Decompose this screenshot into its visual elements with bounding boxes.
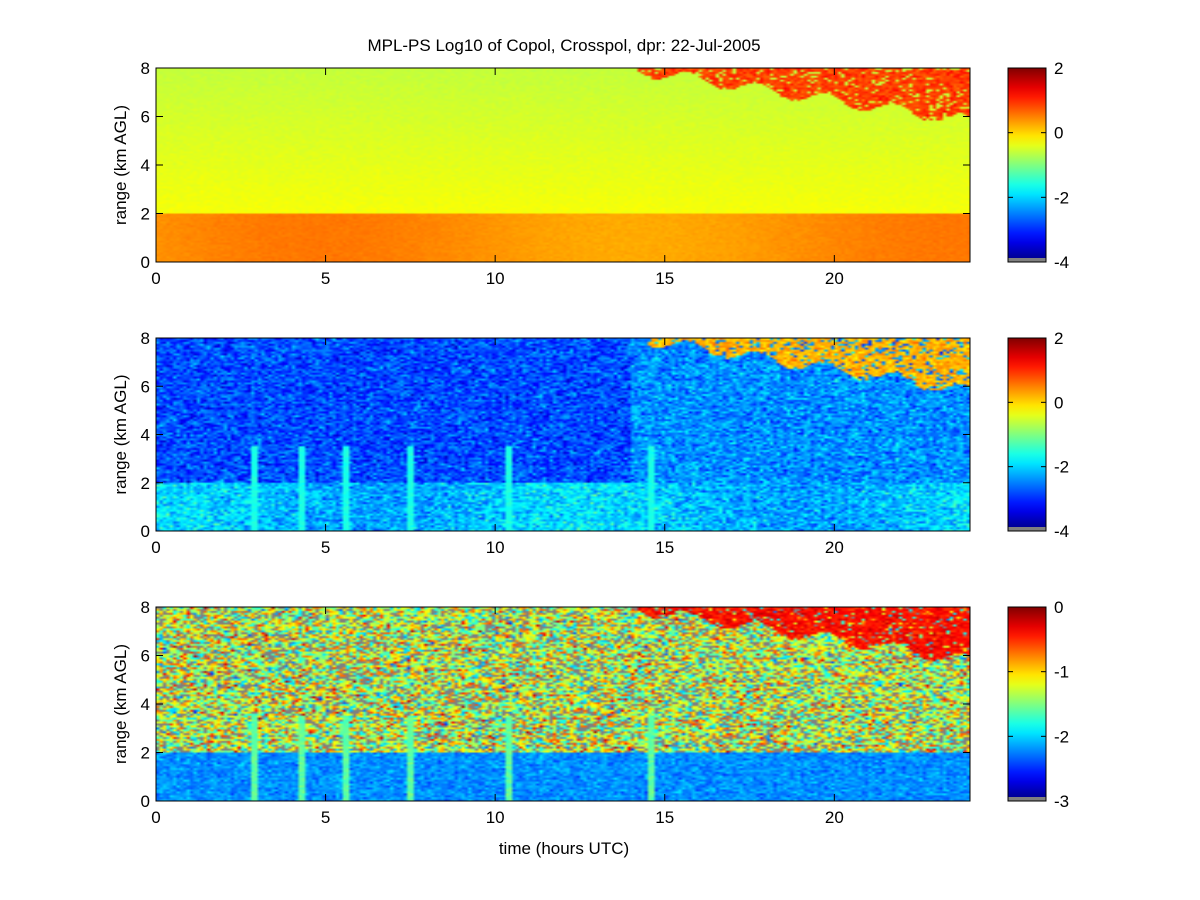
- y-tick-label-middle: 8: [141, 329, 150, 348]
- y-tick-label-bottom: 6: [141, 647, 150, 666]
- y-axis-label-middle: range (km AGL): [111, 375, 130, 495]
- x-tick-label-bottom: 20: [825, 808, 844, 827]
- figure-title: MPL-PS Log10 of Copol, Crosspol, dpr: 22…: [367, 36, 760, 55]
- y-tick-label-middle: 2: [141, 474, 150, 493]
- colorbar-missing-band-top: [1008, 258, 1046, 262]
- y-tick-label-top: 4: [141, 156, 150, 175]
- y-tick-label-top: 0: [141, 253, 150, 272]
- colorbar-frame-top: [1007, 67, 1047, 263]
- colorbar-missing-band-middle: [1008, 527, 1046, 531]
- y-tick-label-bottom: 8: [141, 598, 150, 617]
- colorbar-frame-middle: [1007, 337, 1047, 532]
- y-tick-label-middle: 0: [141, 522, 150, 541]
- x-axis-label: time (hours UTC): [499, 839, 629, 858]
- x-tick-label-top: 10: [486, 269, 505, 288]
- x-tick-label-top: 20: [825, 269, 844, 288]
- y-tick-label-bottom: 0: [141, 792, 150, 811]
- colorbar-tick-label-top: 0: [1054, 124, 1063, 143]
- x-tick-label-top: 15: [655, 269, 674, 288]
- x-tick-label-bottom: 0: [151, 808, 160, 827]
- colorbar-missing-band-bottom: [1008, 797, 1046, 801]
- colorbar-tick-label-middle: -2: [1054, 458, 1069, 477]
- colorbar-tick-label-top: -4: [1054, 253, 1069, 272]
- y-tick-label-middle: 6: [141, 377, 150, 396]
- x-tick-label-middle: 0: [151, 538, 160, 557]
- heatmap-top: [156, 68, 970, 262]
- y-tick-label-middle: 4: [141, 426, 150, 445]
- colorbar-tick-label-top: 2: [1054, 59, 1063, 78]
- y-axis-label-top: range (km AGL): [111, 105, 130, 225]
- y-tick-label-top: 8: [141, 59, 150, 78]
- x-tick-label-bottom: 15: [655, 808, 674, 827]
- colorbar-tick-label-middle: -4: [1054, 522, 1069, 541]
- colorbar-top: [1008, 68, 1046, 262]
- x-tick-label-middle: 10: [486, 538, 505, 557]
- colorbar-tick-label-middle: 0: [1054, 393, 1063, 412]
- colorbar-tick-label-bottom: -3: [1054, 792, 1069, 811]
- x-tick-label-bottom: 10: [486, 808, 505, 827]
- y-tick-label-top: 6: [141, 108, 150, 127]
- y-axis-label-bottom: range (km AGL): [111, 644, 130, 764]
- x-tick-label-bottom: 5: [321, 808, 330, 827]
- heatmap-middle: [156, 338, 970, 531]
- colorbar-tick-label-bottom: -2: [1054, 727, 1069, 746]
- colorbar-bottom: [1008, 607, 1046, 801]
- y-tick-label-bottom: 4: [141, 695, 150, 714]
- y-tick-label-top: 2: [141, 205, 150, 224]
- colorbar-tick-label-bottom: 0: [1054, 598, 1063, 617]
- x-tick-label-top: 5: [321, 269, 330, 288]
- colorbar-tick-label-bottom: -1: [1054, 663, 1069, 682]
- x-tick-label-middle: 20: [825, 538, 844, 557]
- heatmap-bottom: [156, 607, 970, 801]
- x-tick-label-top: 0: [151, 269, 160, 288]
- y-tick-label-bottom: 2: [141, 744, 150, 763]
- colorbar-tick-label-top: -2: [1054, 188, 1069, 207]
- colorbar-tick-label-middle: 2: [1054, 329, 1063, 348]
- x-tick-label-middle: 15: [655, 538, 674, 557]
- colorbar-frame-bottom: [1007, 606, 1047, 802]
- colorbar-middle: [1008, 338, 1046, 531]
- x-tick-label-middle: 5: [321, 538, 330, 557]
